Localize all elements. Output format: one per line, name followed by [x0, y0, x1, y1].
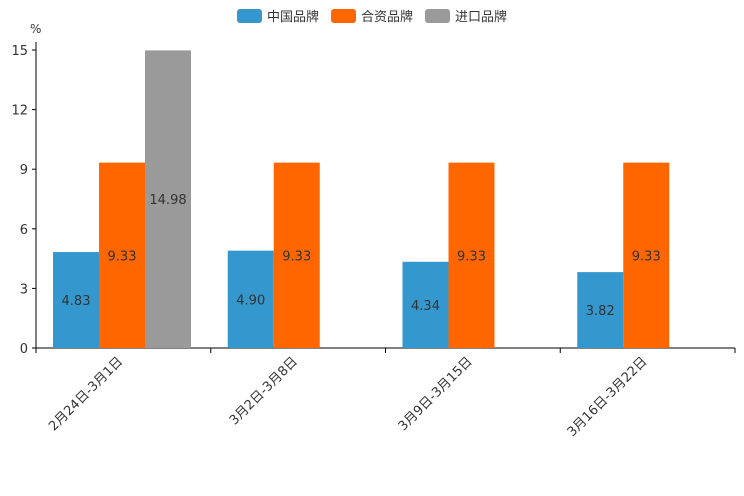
legend-label-domestic: 中国品牌: [266, 10, 319, 25]
legend-swatch-joint-venture: [330, 8, 356, 23]
data-label: 3.82: [586, 304, 615, 319]
bars: [53, 50, 670, 348]
legend-item-domestic[interactable]: 中国品牌: [236, 6, 319, 25]
data-label: 14.98: [149, 193, 186, 208]
bar: [53, 252, 99, 348]
data-label: 9.33: [632, 249, 661, 264]
legend-item-imported[interactable]: 进口品牌: [425, 6, 507, 25]
legend-label-joint-venture: 合资品牌: [360, 10, 413, 25]
data-label: 4.83: [62, 294, 91, 309]
x-tick-label: 3月9日-3月15日: [396, 354, 476, 434]
legend-swatch-domestic: [236, 8, 262, 23]
bar: [623, 162, 670, 348]
bar: [448, 162, 495, 348]
data-label: 9.33: [108, 249, 137, 264]
legend: 中国品牌 合资品牌 进口品牌: [0, 6, 744, 25]
bar: [273, 162, 320, 348]
x-tick-label: 2月24日-3月1日: [46, 354, 126, 434]
y-tick-label: 15: [11, 44, 28, 59]
y-tick-label: 6: [20, 223, 28, 238]
y-tick-label: 12: [11, 104, 28, 119]
x-tick-label: 3月2日-3月8日: [227, 354, 301, 428]
y-tick-label: 9: [20, 163, 28, 178]
data-labels: 4.83 9.33 14.98 4.90 9.33 4.34 9.33 3.82 9.33: [62, 193, 661, 319]
y-tick-label: 0: [20, 342, 28, 357]
data-label: 4.90: [236, 293, 265, 308]
legend-item-joint-venture[interactable]: 合资品牌: [330, 6, 413, 25]
data-label: 4.34: [411, 299, 440, 314]
bar: [227, 250, 274, 348]
x-tick-label: 3月16日-3月22日: [565, 354, 651, 440]
data-label: 9.33: [282, 249, 311, 264]
bar: [145, 50, 191, 348]
legend-label-imported: 进口品牌: [455, 10, 508, 25]
bar: [99, 162, 145, 348]
bar: [402, 261, 449, 348]
y-tick-label: 3: [20, 282, 28, 297]
bar: [577, 272, 624, 348]
y-axis-unit-label: %: [30, 22, 41, 36]
data-label: 9.33: [457, 249, 486, 264]
legend-swatch-imported: [425, 8, 450, 23]
